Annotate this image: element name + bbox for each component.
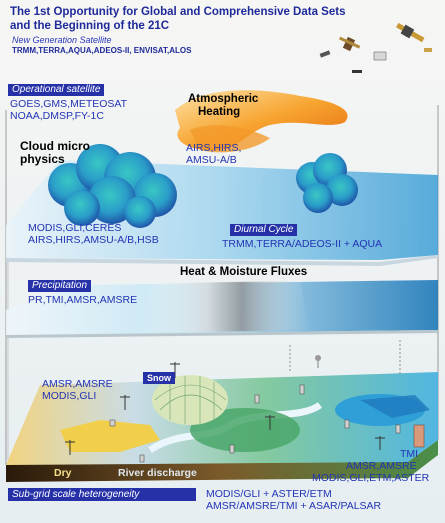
satellite-list: TRMM,TERRA,AQUA,ADEOS-II, ENVISAT,ALOS — [12, 46, 192, 55]
snow-dome — [152, 375, 228, 425]
subgrid-tag: Sub-grid scale heterogeneity — [12, 489, 140, 500]
forest-area — [190, 408, 300, 452]
cloud-label-line-2: physics — [20, 152, 65, 166]
footer-line-1: MODIS/GLI + ASTER/ETM — [206, 488, 332, 500]
land-sensors-line-2: MODIS,GLI — [42, 390, 97, 402]
cloud-sensors-line-1: MODIS,GLI,CERES — [28, 222, 122, 234]
footer-line-2: AMSR/AMSRE/TMI + ASAR/PALSAR — [206, 500, 382, 512]
precipitation-sensors: PR,TMI,AMSR,AMSRE — [28, 294, 138, 306]
land-sensors-line-1: AMSR,AMSRE — [42, 378, 113, 390]
dry-label: Dry — [54, 467, 72, 479]
operational-sensors-line-1: GOES,GMS,METEOSAT — [10, 98, 128, 110]
diurnal-sensors: TRMM,TERRA/ADEOS-II + AQUA — [222, 238, 383, 250]
heating-label-line-1: Atmospheric — [188, 93, 259, 105]
surface-instruments — [109, 384, 401, 463]
diurnal-cycle-tag: Diurnal Cycle — [230, 224, 298, 236]
satellite-icons — [319, 22, 432, 73]
heating-sensors-line-2: AMSU-A/B — [186, 154, 237, 166]
heating-sensors-line-1: AIRS,HIRS, — [186, 142, 242, 154]
cloud-label-line-1: Cloud micro — [20, 139, 91, 153]
river-discharge-label: River discharge — [118, 467, 197, 479]
surface-sensors-line-3: MODIS,GLI,ETM,ASTER — [312, 472, 430, 484]
surface-sensors-line-2: AMSR,AMSRE — [346, 460, 417, 472]
cloud-cluster-right — [296, 153, 358, 213]
cloud-cluster-left — [48, 144, 177, 228]
land-front-edge — [6, 440, 438, 482]
operational-sensors-line-2: NOAA,DMSP,FY-1C — [10, 110, 104, 122]
cloud-sensors-line-2: AIRS,HIRS,AMSU-A/B,HSB — [28, 234, 159, 246]
operational-satellite-tag: Operational satellite — [8, 84, 105, 96]
subtitle: New Generation Satellite — [12, 35, 112, 45]
title-line-1: The 1st Opportunity for Global and Compr… — [10, 6, 346, 18]
title-line-2: and the Beginning of the 21C — [10, 20, 170, 32]
towers — [65, 362, 385, 455]
footer-tag-bg — [8, 488, 196, 501]
precipitation-tag: Precipitation — [28, 280, 92, 292]
surface-sensors-line-1: TMI — [400, 448, 419, 460]
flux-title: Heat & Moisture Fluxes — [180, 266, 308, 278]
heating-label-line-2: Heating — [198, 106, 241, 118]
dry-area — [60, 420, 160, 452]
snow-tag: Snow — [143, 372, 175, 384]
